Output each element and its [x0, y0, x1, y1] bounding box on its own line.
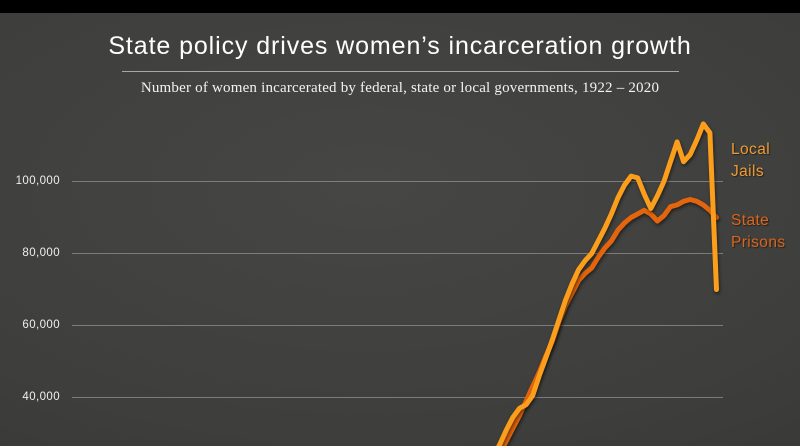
series-line-local-jails [496, 121, 719, 446]
y-axis-label: 100,000 [15, 175, 60, 187]
gridlines [72, 181, 723, 398]
y-axis-label: 80,000 [22, 247, 60, 259]
title-divider [121, 70, 679, 72]
legend-item-state-prisons: State Prisons [731, 212, 786, 251]
top-black-bar [0, 0, 800, 13]
y-axis-label: 60,000 [22, 319, 60, 331]
chart-subtitle: Number of women incarcerated by federal,… [140, 79, 660, 96]
chart-header: State policy drives women’s incarceratio… [0, 13, 800, 97]
series-line-state-prisons [500, 197, 719, 446]
legend-item-local-jails: Local Jails [731, 141, 771, 180]
y-axis-label: 40,000 [22, 391, 60, 403]
chart-title: State policy drives women’s incarceratio… [108, 32, 692, 60]
